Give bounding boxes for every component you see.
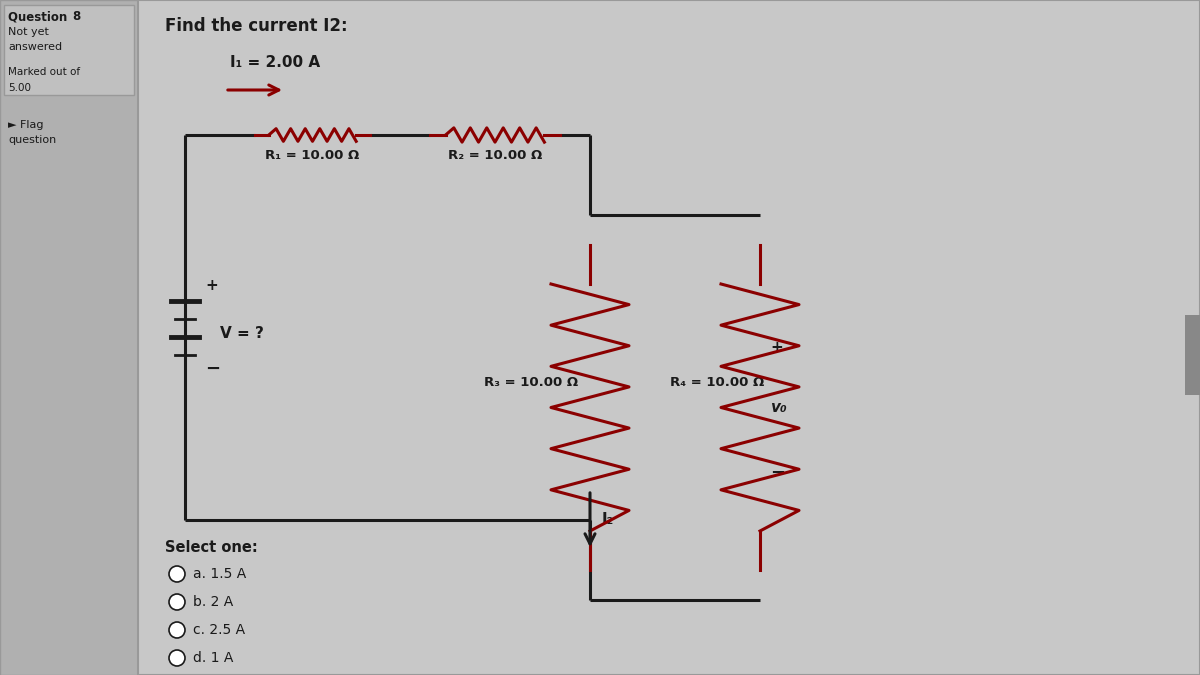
Bar (4, 5, 134, 95)
Text: a. 1.5 A: a. 1.5 A (193, 567, 246, 581)
Text: c. 2.5 A: c. 2.5 A (193, 623, 245, 637)
Bar (1186, 315, 1200, 395)
Text: Not yet: Not yet (8, 27, 49, 37)
Circle shape (169, 566, 185, 582)
Text: R₂ = 10.00 Ω: R₂ = 10.00 Ω (448, 149, 542, 162)
Text: d. 1 A: d. 1 A (193, 651, 233, 665)
Text: R₁ = 10.00 Ω: R₁ = 10.00 Ω (265, 149, 359, 162)
Text: Find the current I2:: Find the current I2: (166, 17, 348, 35)
Text: V = ?: V = ? (220, 325, 264, 340)
Text: 5.00: 5.00 (8, 83, 31, 93)
Text: I₂: I₂ (602, 512, 614, 527)
Text: 8: 8 (72, 10, 80, 23)
Bar (0, 0, 138, 675)
Text: question: question (8, 135, 56, 145)
Text: −: − (770, 464, 785, 482)
Text: Marked out of: Marked out of (8, 67, 80, 77)
Circle shape (169, 622, 185, 638)
Text: +: + (770, 340, 782, 356)
Text: ► Flag: ► Flag (8, 120, 43, 130)
Text: v₀: v₀ (770, 400, 787, 416)
Text: R₄ = 10.00 Ω: R₄ = 10.00 Ω (670, 377, 764, 389)
Text: Select one:: Select one: (166, 540, 258, 555)
Text: Question: Question (8, 10, 71, 23)
Text: I₁ = 2.00 A: I₁ = 2.00 A (230, 55, 320, 70)
Circle shape (169, 650, 185, 666)
Circle shape (169, 594, 185, 610)
Bar (138, 0, 1200, 675)
Text: R₃ = 10.00 Ω: R₃ = 10.00 Ω (484, 377, 578, 389)
Text: +: + (205, 278, 217, 293)
Text: answered: answered (8, 42, 62, 52)
Text: −: − (205, 360, 220, 378)
Text: b. 2 A: b. 2 A (193, 595, 233, 609)
